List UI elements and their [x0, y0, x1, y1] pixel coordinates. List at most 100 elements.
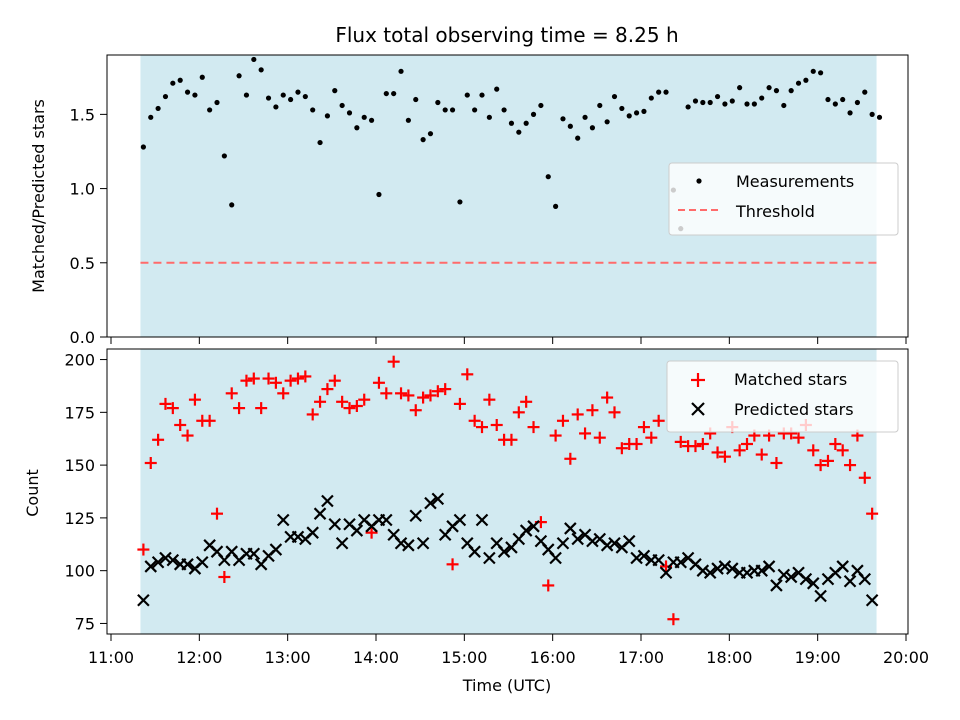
matched-star-point — [630, 438, 643, 450]
matched-star-point — [291, 372, 304, 385]
y-tick-label: 175 — [64, 403, 95, 422]
measurement-point — [700, 99, 706, 106]
predicted-star-point — [453, 513, 467, 527]
predicted-star-point — [276, 513, 290, 527]
predicted-star-point — [195, 555, 209, 569]
matched-star-point — [137, 543, 150, 556]
legend-predicted-marker — [691, 402, 705, 416]
matched-star-point — [188, 393, 201, 406]
measurement-point — [737, 85, 743, 91]
predicted-star-point — [659, 566, 673, 580]
matched-star-point — [284, 374, 297, 387]
measurement-point — [280, 92, 286, 98]
matched-star-point — [152, 433, 165, 446]
predicted-star-point — [586, 534, 599, 548]
x-tick-label: 17:00 — [618, 648, 664, 667]
legend-top: Measurements Threshold — [668, 162, 899, 236]
y-tick-label: 125 — [64, 509, 95, 528]
matched-star-point — [159, 397, 172, 410]
predicted-star-point — [468, 545, 481, 558]
matched-star-point — [821, 454, 834, 467]
measurement-point — [435, 99, 441, 106]
predicted-star-point — [137, 593, 150, 607]
matched-star-point — [453, 397, 466, 410]
predicted-star-point — [269, 543, 283, 556]
measurement-point — [398, 68, 404, 74]
measurement-point — [722, 101, 728, 107]
matched-star-point — [718, 450, 731, 463]
predicted-star-point — [703, 566, 717, 580]
predicted-star-point — [409, 509, 423, 523]
measurement-point — [619, 105, 625, 112]
matched-star-point — [166, 402, 179, 415]
y-tick-label: 0.5 — [70, 254, 95, 273]
measurement-point — [641, 108, 647, 114]
matched-star-point — [807, 444, 820, 457]
measurement-point — [295, 89, 301, 95]
x-tick-label: 19:00 — [795, 648, 841, 667]
measurement-point — [479, 92, 485, 98]
measurement-point — [354, 125, 360, 131]
matched-star-point — [755, 448, 768, 461]
y-axis-label-top: Matched/Predicted stars — [29, 99, 48, 293]
matched-star-point — [593, 431, 606, 444]
predicted-star-point — [416, 536, 430, 550]
measurement-point — [302, 93, 308, 100]
measurement-point — [177, 77, 183, 83]
y-tick-label: 1.5 — [70, 105, 95, 124]
measurement-point — [324, 113, 331, 119]
matched-star-point — [461, 368, 474, 381]
matched-star-point — [542, 579, 555, 592]
matched-star-point — [144, 457, 157, 469]
measurement-point — [148, 114, 154, 120]
measurement-point — [243, 92, 250, 98]
matched-star-point — [476, 421, 488, 434]
plot-frame-top — [106, 54, 909, 338]
predicted-star-point — [755, 564, 769, 577]
matched-star-point — [269, 376, 282, 389]
predicted-star-point — [291, 530, 305, 544]
matched-star-point — [490, 419, 503, 431]
legend-matched-label: Matched stars — [734, 370, 847, 389]
x-tick-label: 14:00 — [353, 648, 399, 667]
measurement-point — [530, 111, 537, 117]
matched-star-point — [637, 421, 650, 434]
matched-star-point — [306, 408, 319, 421]
predicted-star-point — [313, 507, 327, 520]
matched-star-point — [520, 395, 533, 408]
matched-star-point — [564, 452, 577, 465]
predicted-star-point — [718, 560, 732, 573]
y-tick-label: 75 — [75, 614, 95, 633]
legend-matched-marker — [691, 373, 705, 387]
y-tick-label: 0.0 — [70, 328, 95, 347]
measurement-point — [184, 89, 191, 95]
predicted-star-point — [321, 494, 334, 508]
measurement-point — [751, 101, 757, 107]
measurement-point — [759, 95, 765, 101]
measurement-point — [258, 67, 264, 73]
matched-star-point — [233, 402, 246, 415]
matched-star-point — [667, 613, 680, 626]
measurement-point — [840, 96, 846, 103]
matched-star-point — [372, 376, 385, 389]
y-tick-label: 150 — [64, 456, 95, 475]
matched-star-point — [468, 414, 481, 427]
matched-star-point — [866, 507, 879, 520]
matched-star-point — [608, 406, 621, 419]
matched-star-point — [277, 387, 290, 400]
matched-star-point — [358, 393, 371, 406]
predicted-star-point — [350, 524, 364, 537]
measurement-point — [788, 88, 794, 94]
predicted-star-point — [181, 558, 194, 571]
measurement-point — [663, 89, 669, 95]
matched-star-point — [836, 444, 849, 457]
predicted-star-point — [166, 553, 180, 567]
matched-star-point — [549, 429, 562, 442]
measurement-point — [818, 70, 824, 76]
predicted-star-point — [711, 562, 724, 575]
matched-star-point — [844, 459, 857, 472]
measurement-point — [714, 93, 721, 100]
x-axis-label: Time (UTC) — [462, 676, 551, 695]
measurement-point — [523, 120, 529, 126]
measurement-point — [383, 90, 389, 97]
